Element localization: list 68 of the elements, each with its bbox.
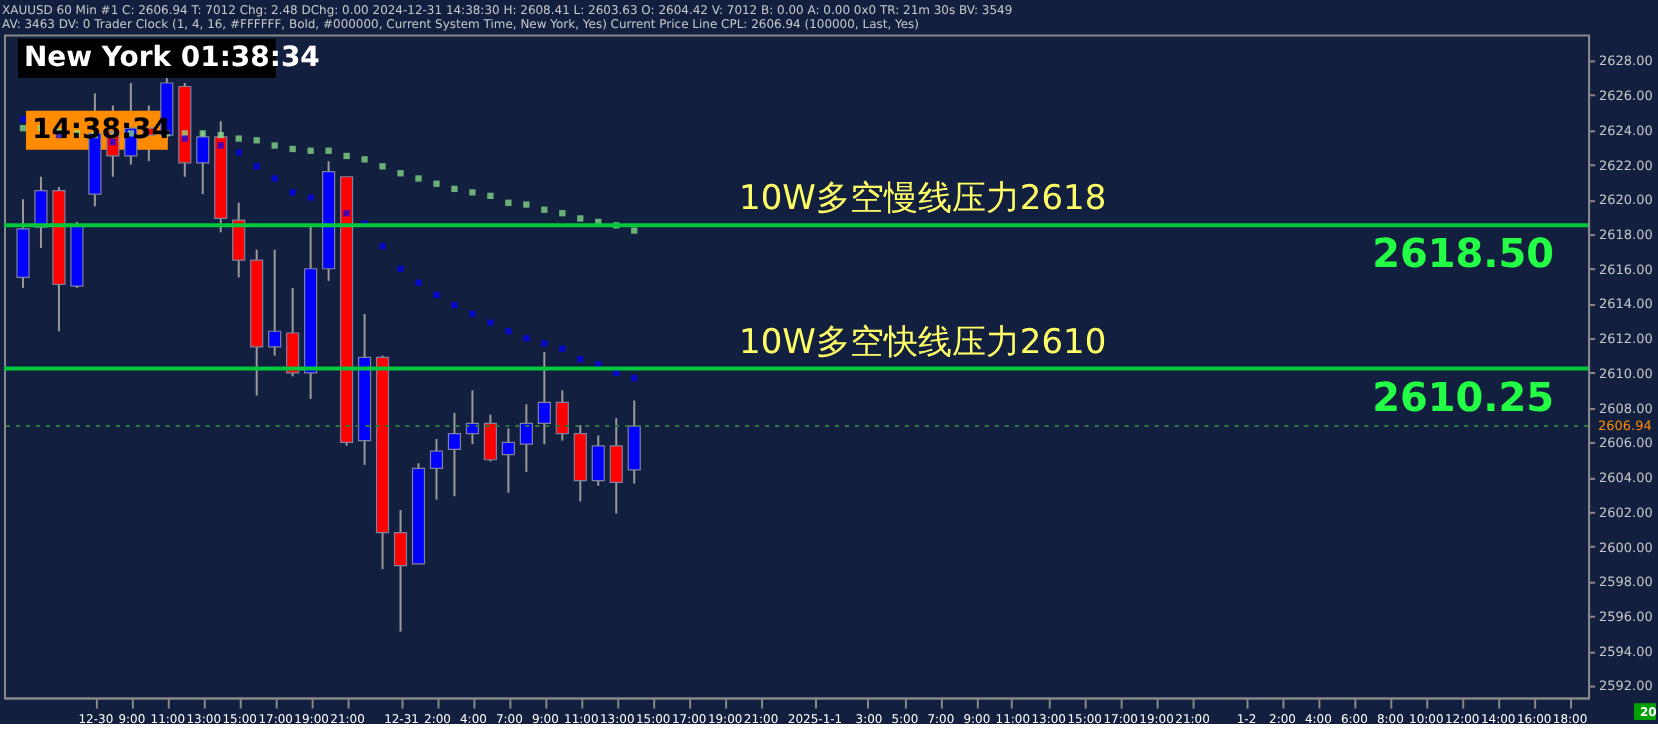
candlestick bbox=[268, 248, 282, 357]
point bbox=[217, 142, 224, 149]
candlestick bbox=[196, 130, 210, 196]
point bbox=[235, 135, 242, 142]
point bbox=[397, 265, 404, 272]
point bbox=[253, 163, 260, 170]
point bbox=[469, 189, 476, 196]
point bbox=[415, 175, 422, 182]
point bbox=[523, 335, 530, 342]
candlestick bbox=[609, 417, 623, 515]
point bbox=[253, 137, 260, 144]
candlestick bbox=[286, 286, 300, 378]
point bbox=[577, 215, 584, 222]
point bbox=[19, 116, 27, 123]
point bbox=[487, 192, 494, 200]
candlestick bbox=[429, 437, 444, 501]
point bbox=[559, 345, 566, 352]
point bbox=[505, 328, 512, 335]
point bbox=[199, 130, 206, 137]
point bbox=[325, 147, 332, 154]
point bbox=[379, 243, 386, 250]
candlestick bbox=[393, 509, 408, 633]
point bbox=[289, 145, 296, 153]
candlestick bbox=[519, 403, 533, 473]
point bbox=[487, 319, 494, 326]
point bbox=[343, 210, 350, 217]
point bbox=[433, 291, 440, 298]
point bbox=[235, 149, 242, 156]
point bbox=[523, 201, 530, 208]
point bbox=[307, 194, 314, 201]
point bbox=[559, 210, 566, 217]
ref-line-label: 2610.25 bbox=[1372, 372, 1555, 421]
candlestick bbox=[627, 399, 641, 485]
candlestick bbox=[483, 413, 497, 463]
annotation: 10W多空慢线压力2618 bbox=[739, 179, 1107, 220]
point bbox=[631, 374, 638, 382]
point bbox=[415, 279, 422, 286]
point bbox=[451, 185, 458, 193]
candlestick bbox=[591, 434, 605, 487]
point bbox=[343, 152, 350, 160]
point bbox=[271, 175, 278, 182]
point bbox=[217, 131, 224, 139]
point bbox=[469, 310, 476, 318]
candlestick bbox=[501, 427, 515, 494]
point bbox=[433, 180, 440, 187]
point bbox=[397, 170, 404, 177]
point bbox=[361, 156, 368, 163]
candlestick bbox=[537, 351, 551, 446]
candlestick bbox=[573, 424, 587, 503]
point bbox=[289, 189, 296, 196]
annotation: New York 01:38:34 bbox=[23, 42, 321, 75]
candlestick bbox=[447, 411, 462, 498]
point bbox=[181, 135, 188, 142]
ref-line-label: 2618.50 bbox=[1372, 229, 1555, 278]
point bbox=[541, 340, 548, 347]
point bbox=[595, 361, 602, 368]
annotation: 10W多空快线压力2610 bbox=[739, 322, 1107, 363]
point bbox=[541, 206, 548, 213]
point bbox=[505, 199, 512, 206]
point bbox=[19, 124, 27, 132]
point bbox=[577, 355, 584, 363]
point bbox=[451, 302, 458, 309]
candlestick bbox=[34, 175, 48, 249]
point bbox=[631, 227, 638, 234]
candlestick bbox=[555, 389, 569, 442]
point bbox=[307, 147, 314, 154]
point bbox=[271, 142, 278, 149]
point bbox=[379, 163, 386, 170]
